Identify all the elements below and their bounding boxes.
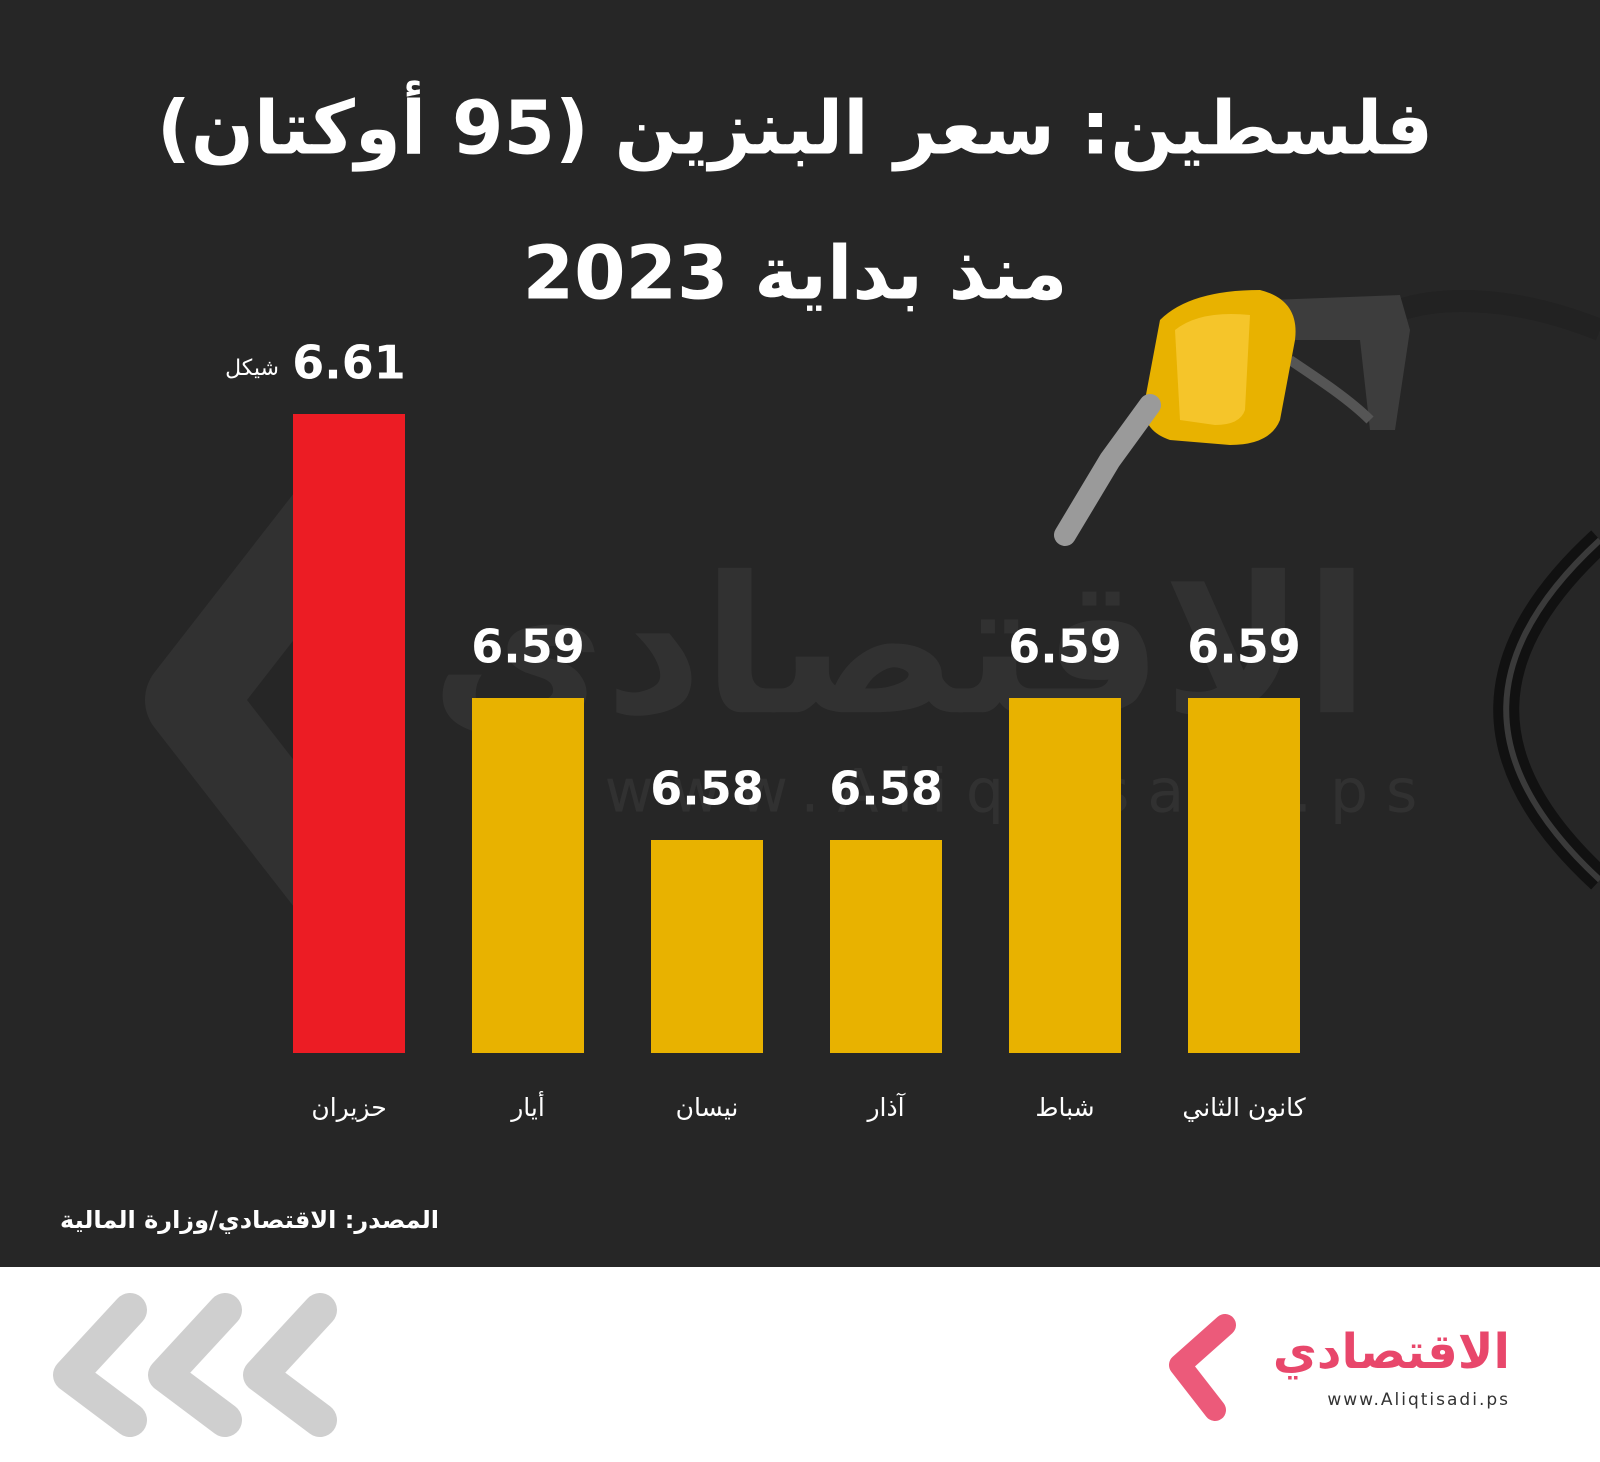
chevron <box>243 1293 337 1437</box>
bar <box>651 840 763 1053</box>
nozzle-panel <box>1175 314 1250 425</box>
background <box>0 0 1600 1267</box>
watermark-shape <box>145 475 375 925</box>
spout <box>1054 394 1161 546</box>
unit-label: شيكل <box>225 356 279 381</box>
value-label: 6.59 <box>1187 620 1301 674</box>
value-label: 6.58 <box>829 762 943 816</box>
value-label: 6.61 <box>292 336 406 390</box>
x-tick-label: شباط <box>1035 1093 1094 1122</box>
bar <box>472 698 584 1053</box>
nozzle-illustration <box>1054 290 1600 890</box>
x-tick-label: كانون الثاني <box>1182 1093 1305 1122</box>
chevrons <box>53 1293 337 1437</box>
logo-mark <box>1169 1314 1236 1421</box>
chart-title: فلسطين: سعر البنزين (95 أوكتان) <box>157 80 1433 173</box>
value-label: 6.58 <box>650 762 764 816</box>
logo-url: www.Aliqtisadi.ps <box>1327 1390 1510 1410</box>
bar <box>830 840 942 1053</box>
x-tick-label: آذار <box>865 1092 905 1122</box>
handle <box>1270 295 1410 430</box>
hose <box>1396 290 1600 341</box>
x-tick-label: نيسان <box>676 1093 739 1122</box>
trigger <box>1287 355 1374 424</box>
x-tick-label: أيار <box>509 1090 545 1122</box>
chevron <box>148 1293 242 1437</box>
logo-name: الاقتصادي <box>1273 1324 1510 1380</box>
bar <box>1009 698 1121 1053</box>
bar <box>293 414 405 1053</box>
chart-subtitle: منذ بداية 2023 <box>523 231 1068 317</box>
value-label: 6.59 <box>471 620 585 674</box>
bar <box>1188 698 1300 1053</box>
hose-highlight <box>1503 537 1600 883</box>
value-label: 6.59 <box>1008 620 1122 674</box>
source: المصدر: الاقتصادي/وزارة المالية <box>60 1206 439 1234</box>
x-tick-label: حزيران <box>311 1093 386 1122</box>
chevron <box>53 1293 147 1437</box>
